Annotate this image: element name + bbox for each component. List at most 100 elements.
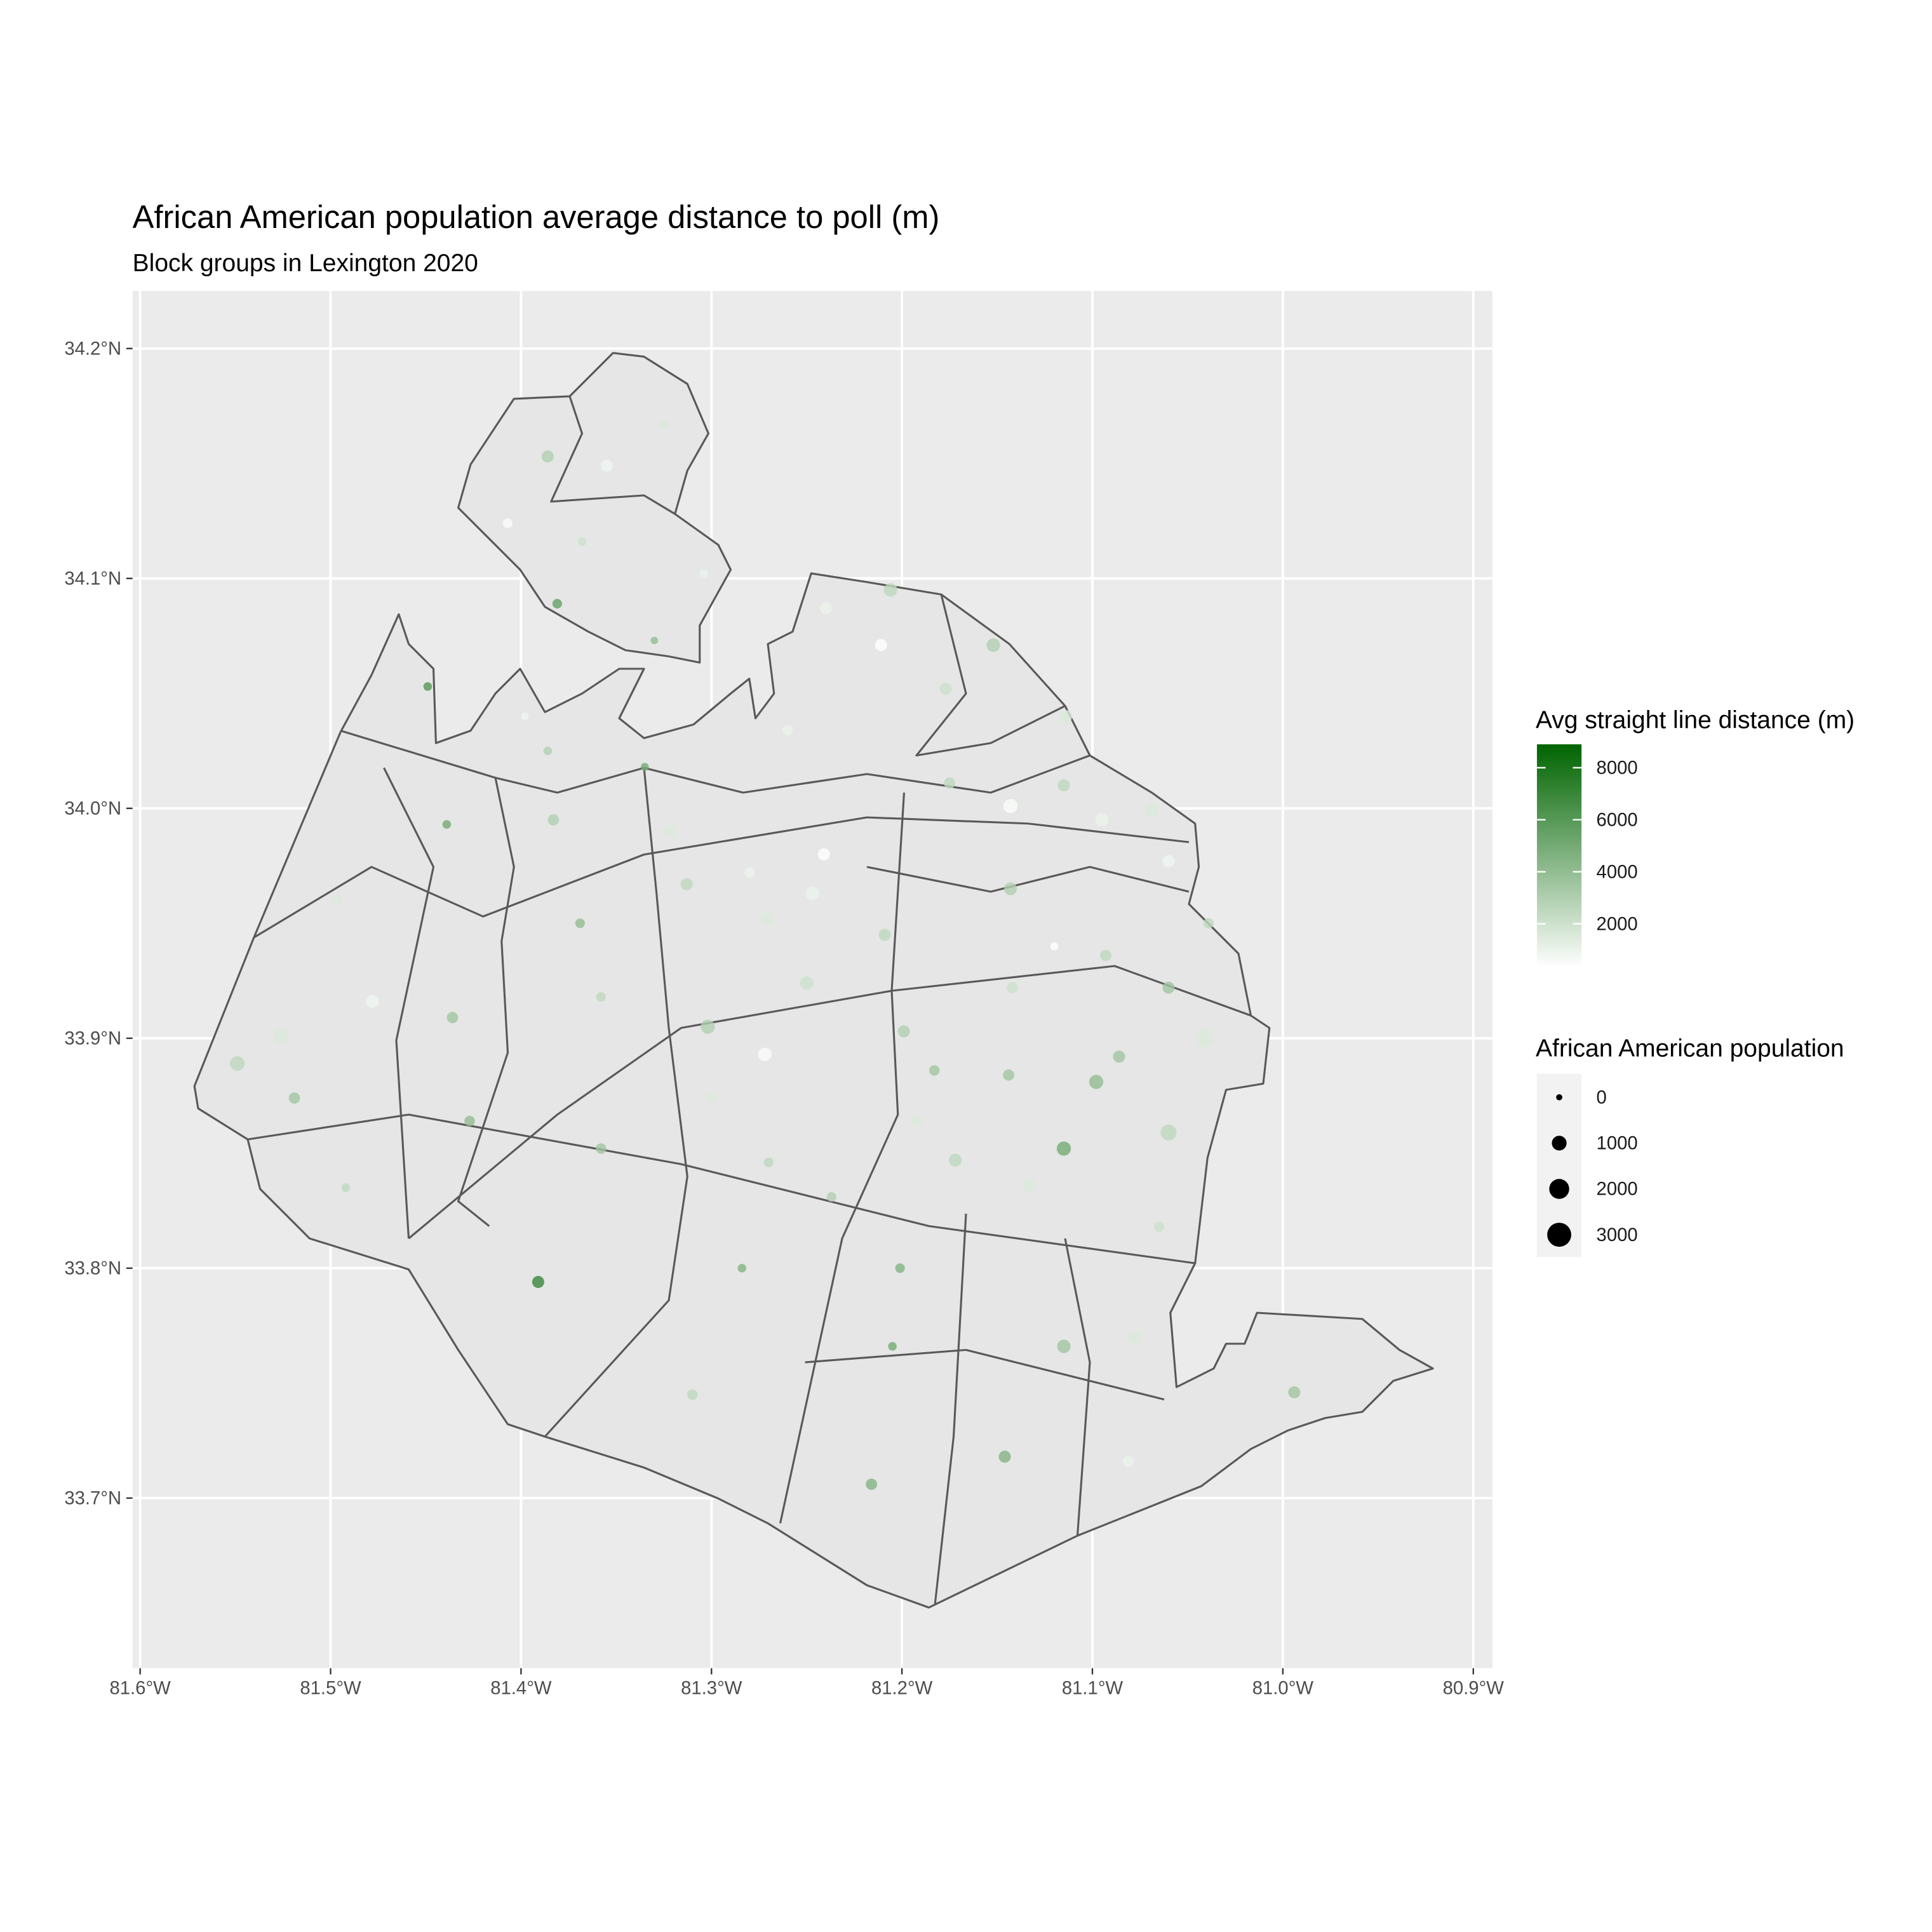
color-bar: [1536, 744, 1582, 967]
y-tick-label: 33.7°N: [64, 1489, 121, 1509]
point: [782, 725, 793, 735]
point: [659, 419, 669, 429]
x-tick-label: 81.3°W: [681, 1679, 742, 1699]
boundary: [915, 594, 1066, 757]
point: [1113, 1050, 1125, 1063]
y-tick-label: 33.8°N: [64, 1259, 121, 1279]
point: [1007, 982, 1018, 994]
y-tick-label: 33.9°N: [64, 1029, 121, 1049]
color-tick-label: 2000: [1597, 914, 1638, 934]
point: [1203, 918, 1214, 929]
points: [229, 419, 1301, 1490]
boundary: [457, 777, 515, 1227]
point: [883, 583, 897, 597]
point: [341, 1183, 351, 1192]
point: [895, 1263, 905, 1273]
boundary: [340, 730, 1090, 794]
x-tick-label: 81.6°W: [110, 1679, 171, 1699]
point: [423, 682, 433, 691]
boundary: [247, 1113, 1195, 1265]
size-legend-title: African American population: [1536, 1035, 1844, 1062]
point: [547, 814, 560, 826]
point: [1162, 981, 1175, 994]
point: [911, 1115, 923, 1127]
boundary: [779, 792, 906, 1524]
point: [986, 638, 1000, 652]
point: [763, 1157, 774, 1167]
y-tick-label: 34.2°N: [64, 339, 121, 359]
point: [1160, 1124, 1177, 1141]
point: [701, 1019, 715, 1034]
boundary: [550, 396, 676, 515]
point: [541, 450, 554, 463]
point: [1057, 1339, 1071, 1353]
point: [600, 459, 613, 472]
size-key-label: 0: [1597, 1087, 1607, 1108]
point: [1003, 882, 1017, 896]
point: [1288, 1386, 1301, 1399]
x-tick-label: 81.0°W: [1252, 1679, 1314, 1699]
point: [1144, 803, 1158, 818]
point: [888, 1342, 897, 1351]
x-tick-label: 81.1°W: [1062, 1679, 1124, 1699]
point: [1050, 942, 1059, 951]
point: [878, 929, 891, 941]
x-tick-label: 81.2°W: [871, 1679, 933, 1699]
point: [1059, 709, 1073, 723]
color-tick-label: 8000: [1597, 758, 1638, 779]
boundary: [1064, 1238, 1091, 1536]
point: [543, 746, 553, 756]
point: [998, 1451, 1011, 1463]
boundary: [408, 965, 1252, 1240]
point: [532, 1275, 544, 1289]
point: [1089, 1075, 1104, 1089]
point: [826, 1191, 836, 1202]
point: [1057, 779, 1070, 792]
point: [330, 894, 342, 906]
point: [1162, 855, 1175, 868]
point: [650, 636, 659, 645]
point: [944, 777, 956, 789]
point: [680, 878, 693, 890]
point: [744, 867, 755, 878]
boundary: [866, 866, 1190, 893]
point: [1195, 1029, 1214, 1047]
point: [442, 820, 452, 829]
y-tick-label: 34.1°N: [64, 569, 121, 589]
point: [929, 1065, 940, 1076]
point: [366, 995, 379, 1008]
boundary: [934, 1213, 967, 1604]
point: [949, 1153, 962, 1167]
point: [1100, 949, 1111, 962]
size-legend: 0 1000 2000 3000: [1547, 1087, 1638, 1247]
color-legend: 2000 4000 6000 8000: [1536, 758, 1638, 934]
point: [758, 1047, 772, 1061]
boundary: [805, 1348, 1165, 1401]
point: [464, 1115, 475, 1127]
point: [687, 1389, 698, 1400]
boundary: [253, 816, 1190, 939]
point: [1153, 1221, 1165, 1232]
size-key-label: 2000: [1597, 1179, 1638, 1200]
color-tick-label: 4000: [1597, 862, 1638, 882]
point: [897, 1025, 910, 1038]
point: [805, 887, 819, 901]
point: [817, 848, 830, 861]
size-key: [1547, 1223, 1571, 1247]
color-tick-label: 6000: [1597, 810, 1638, 830]
point: [273, 1028, 290, 1044]
size-key-label: 1000: [1597, 1134, 1638, 1154]
y-tick-label: 34.0°N: [64, 799, 121, 819]
point: [760, 912, 774, 925]
point: [1123, 1455, 1134, 1467]
point: [866, 1479, 878, 1490]
point: [1056, 1141, 1071, 1156]
size-key: [1552, 1136, 1567, 1151]
point: [800, 976, 814, 990]
point: [446, 1012, 459, 1024]
point: [1127, 1331, 1141, 1344]
boundary: [383, 767, 435, 1239]
chart-title: African American population average dist…: [133, 199, 940, 235]
x-tick-label: 80.9°W: [1443, 1679, 1505, 1699]
